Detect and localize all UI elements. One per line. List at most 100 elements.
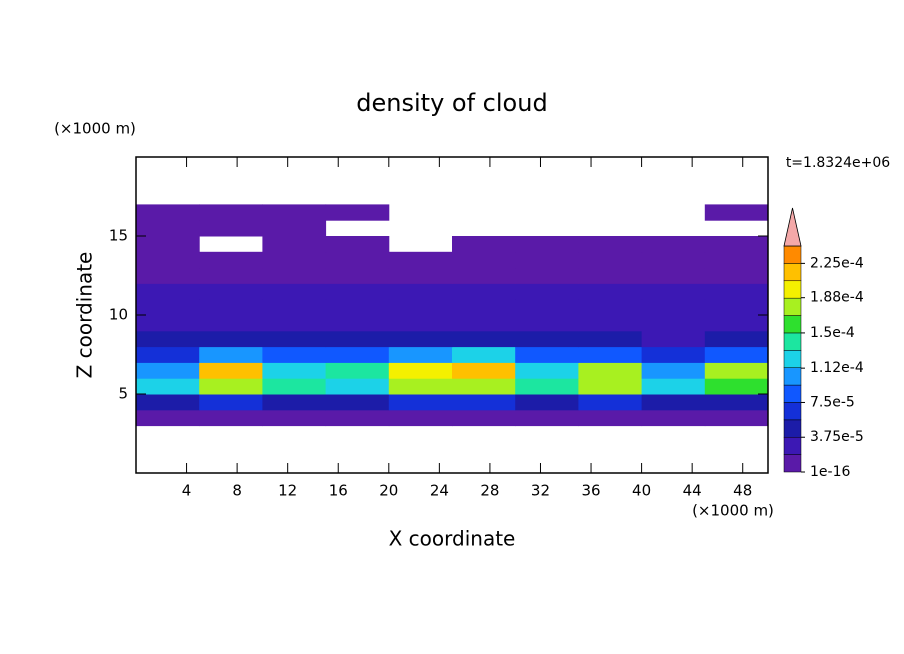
contour-cell <box>262 220 327 237</box>
contour-cell <box>262 283 327 300</box>
contour-cell <box>199 315 263 332</box>
y-axis-label: Z coordinate <box>73 252 97 379</box>
contour-cell <box>578 236 643 253</box>
x-tick-label: 44 <box>683 482 702 500</box>
contour-cell <box>199 299 263 316</box>
contour-cell <box>199 409 263 427</box>
contour-cell <box>641 315 706 332</box>
contour-cell <box>136 394 200 411</box>
contour-cell <box>325 394 390 411</box>
x-tick-label: 24 <box>430 482 449 500</box>
contour-cell <box>262 299 327 316</box>
contour-cell <box>704 251 769 269</box>
contour-cell <box>704 267 769 284</box>
contour-cell <box>388 409 453 427</box>
contour-cell <box>578 267 643 284</box>
contour-field <box>136 204 769 427</box>
contour-cell <box>578 394 643 411</box>
x-tick-label: 32 <box>531 482 550 500</box>
colorbar-band <box>783 419 802 438</box>
colorbar-tick-label: 1.12e-4 <box>810 360 864 376</box>
contour-cell <box>262 204 327 221</box>
colorbar-tick-label: 3.75e-5 <box>810 429 864 445</box>
colorbar-tick-label: 1.5e-4 <box>810 325 855 341</box>
contour-cell <box>388 315 453 332</box>
contour-cell <box>641 299 706 316</box>
colorbar-extension <box>783 207 802 247</box>
contour-cell <box>136 299 200 316</box>
contour-cell <box>641 236 706 253</box>
contour-cell <box>578 409 643 427</box>
contour-cell <box>641 378 706 395</box>
colorbar-band <box>783 367 802 386</box>
contour-cell <box>199 267 263 284</box>
contour-cell <box>136 378 200 395</box>
contour-cell <box>388 267 453 284</box>
contour-cell <box>136 251 200 269</box>
colorbar-band <box>783 436 802 455</box>
x-tick-label: 36 <box>581 482 600 500</box>
contour-cell <box>136 236 200 253</box>
contour-cell <box>452 315 516 332</box>
contour-cell <box>515 251 579 269</box>
y-tick-label: 10 <box>109 306 128 324</box>
contour-cell <box>136 346 200 363</box>
contour-cell <box>641 409 706 427</box>
contour-cell <box>704 362 769 379</box>
contour-cell <box>515 409 579 427</box>
contour-cell <box>704 315 769 332</box>
contour-cell <box>578 362 643 379</box>
contour-cell <box>388 346 453 363</box>
contour-cell <box>515 378 579 395</box>
x-tick-label: 4 <box>182 482 192 500</box>
contour-cell <box>325 346 390 363</box>
colorbar-band <box>783 245 802 264</box>
x-tick-label: 8 <box>232 482 242 500</box>
contour-cell <box>325 267 390 284</box>
x-unit: (×1000 m) <box>692 502 774 520</box>
contour-cell <box>452 362 516 379</box>
contour-cell <box>136 362 200 379</box>
contour-cell <box>136 204 200 221</box>
contour-cell <box>199 378 263 395</box>
contour-cell <box>136 315 200 332</box>
y-tick-label: 15 <box>109 227 128 245</box>
contour-cell <box>199 204 263 221</box>
contour-cell <box>452 236 516 253</box>
contour-cell <box>515 283 579 300</box>
contour-cell <box>325 251 390 269</box>
contour-cell <box>262 251 327 269</box>
contour-cell <box>325 409 390 427</box>
contour-cell <box>515 362 579 379</box>
contour-cell <box>136 409 200 427</box>
contour-cell <box>325 236 390 253</box>
x-tick-label: 20 <box>379 482 398 500</box>
x-tick-label: 16 <box>329 482 348 500</box>
contour-cell <box>578 251 643 269</box>
contour-cell <box>452 267 516 284</box>
colorbar-band <box>783 315 802 334</box>
contour-cell <box>641 283 706 300</box>
contour-cell <box>388 378 453 395</box>
contour-cell <box>704 330 769 348</box>
contour-cell <box>262 330 327 348</box>
contour-cell <box>515 330 579 348</box>
colorbar-band <box>783 402 802 421</box>
x-axis-label: X coordinate <box>389 527 516 551</box>
x-tick-label: 40 <box>632 482 651 500</box>
contour-cell <box>262 267 327 284</box>
contour-cell <box>325 283 390 300</box>
colorbar-band <box>783 297 802 316</box>
contour-cell <box>325 330 390 348</box>
contour-cell <box>578 315 643 332</box>
contour-cell <box>199 220 263 237</box>
contour-cell <box>262 394 327 411</box>
contour-cell <box>452 394 516 411</box>
contour-cell <box>388 283 453 300</box>
contour-cell <box>136 330 200 348</box>
contour-cell <box>515 267 579 284</box>
contour-cell <box>641 346 706 363</box>
contour-cell <box>704 236 769 253</box>
